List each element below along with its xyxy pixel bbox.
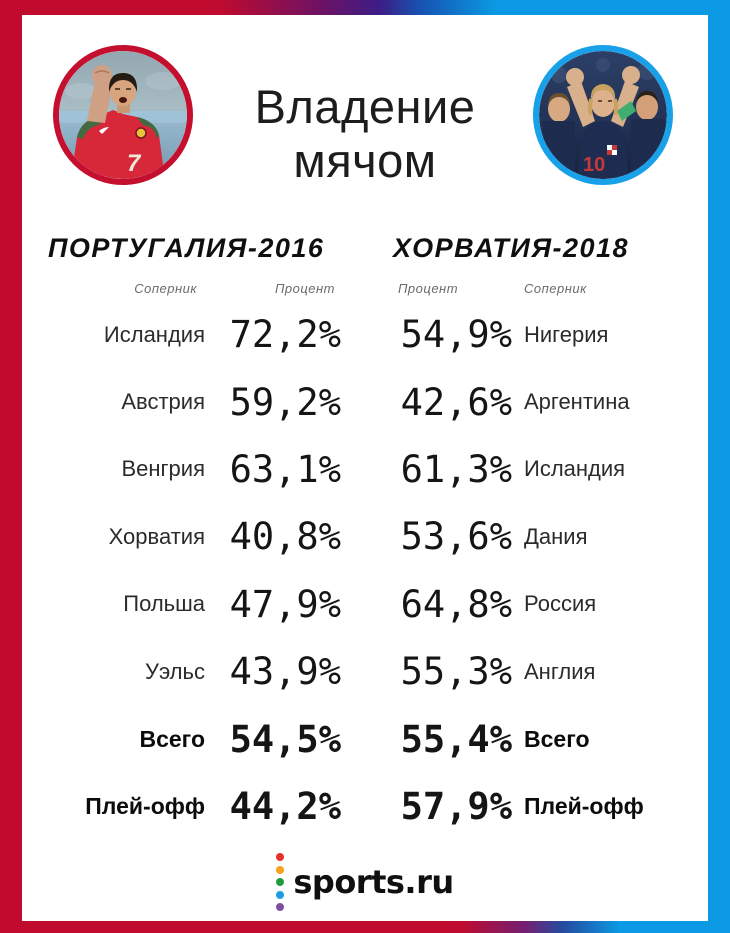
left-percent: 72,2% bbox=[229, 313, 341, 357]
logo-dot bbox=[276, 890, 285, 899]
right-opponent: Англия bbox=[524, 658, 596, 684]
svg-text:7: 7 bbox=[127, 150, 142, 177]
right-opponent: Плей-офф bbox=[524, 792, 644, 819]
table-row-playoff: Плей-офф 44,2% 57,9% Плей-офф bbox=[22, 773, 708, 840]
frame-bottom-gradient-bar bbox=[0, 921, 730, 933]
portugal-heading: ПОРТУГАЛИЯ-2016 bbox=[48, 233, 325, 263]
page-title: Владение мячом bbox=[165, 80, 565, 188]
right-opponent: Дания bbox=[524, 523, 588, 549]
table-row-total: Всего 54,5% 55,4% Всего bbox=[22, 705, 708, 772]
svg-text:10: 10 bbox=[583, 154, 605, 176]
page-title-line2: мячом bbox=[293, 134, 437, 187]
table-row: Польша 47,9% 64,8% Россия bbox=[22, 571, 708, 638]
logo-dot bbox=[276, 853, 285, 861]
left-percent-column-header: Процент bbox=[274, 281, 335, 296]
right-opponent: Россия bbox=[524, 591, 597, 617]
left-opponent-column-header: Соперник bbox=[134, 281, 197, 296]
logo-dots-icon bbox=[276, 853, 285, 911]
left-percent: 44,2% bbox=[229, 784, 341, 828]
portugal-player-illustration: 7 bbox=[59, 51, 187, 179]
right-percent: 54,9% bbox=[400, 313, 512, 357]
right-percent-column-header: Процент bbox=[398, 281, 459, 296]
frame-right-blue-bar bbox=[708, 14, 730, 922]
croatia-player-photo: 10 bbox=[533, 45, 673, 185]
right-percent: 55,3% bbox=[400, 650, 512, 694]
right-percent: 61,3% bbox=[400, 447, 512, 491]
right-opponent: Всего bbox=[524, 725, 590, 752]
left-opponent: Всего bbox=[139, 725, 205, 752]
logo-dot bbox=[276, 878, 285, 886]
logo-text: sports.ru bbox=[293, 863, 454, 901]
left-opponent: Польша bbox=[123, 591, 205, 617]
left-percent: 59,2% bbox=[229, 380, 341, 424]
table-subheader-row: Соперник Процент Процент Соперник bbox=[22, 276, 708, 301]
table-row: Исландия 72,2% 54,9% Нигерия bbox=[22, 301, 708, 368]
left-percent: 43,9% bbox=[229, 650, 341, 694]
left-opponent: Венгрия bbox=[121, 456, 205, 482]
possession-table: Соперник Процент Процент Соперник Исланд… bbox=[22, 276, 708, 840]
logo-dot bbox=[276, 903, 285, 911]
right-opponent: Нигерия bbox=[524, 321, 609, 347]
right-opponent-column-header: Соперник bbox=[524, 281, 587, 296]
table-row: Австрия 59,2% 42,6% Аргентина bbox=[22, 368, 708, 435]
frame-left-red-bar bbox=[0, 14, 22, 922]
table-row: Уэльс 43,9% 55,3% Англия bbox=[22, 638, 708, 705]
left-opponent: Плей-офф bbox=[85, 792, 205, 819]
left-opponent: Уэльс bbox=[144, 658, 205, 684]
table-row: Хорватия 40,8% 53,6% Дания bbox=[22, 503, 708, 570]
sports-ru-logo: sports.ru bbox=[0, 850, 730, 914]
right-percent: 42,6% bbox=[400, 380, 512, 424]
left-opponent: Австрия bbox=[121, 389, 205, 415]
left-percent: 40,8% bbox=[229, 515, 341, 559]
left-opponent: Исландия bbox=[103, 321, 205, 347]
croatia-heading: ХОРВАТИЯ-2018 bbox=[393, 233, 630, 263]
right-percent: 64,8% bbox=[400, 582, 512, 626]
portugal-player-photo: 7 bbox=[53, 45, 193, 185]
left-percent: 47,9% bbox=[229, 582, 341, 626]
right-percent: 55,4% bbox=[400, 717, 512, 761]
left-opponent: Хорватия bbox=[108, 523, 205, 549]
left-percent: 54,5% bbox=[229, 717, 341, 761]
frame-top-gradient-bar bbox=[0, 0, 730, 15]
right-percent: 57,9% bbox=[400, 784, 512, 828]
right-opponent: Исландия bbox=[524, 456, 626, 482]
page-title-line1: Владение bbox=[254, 80, 476, 133]
left-percent: 63,1% bbox=[229, 447, 341, 491]
logo-dot bbox=[276, 865, 285, 874]
table-row: Венгрия 63,1% 61,3% Исландия bbox=[22, 436, 708, 503]
croatia-player-illustration: 10 bbox=[539, 51, 667, 179]
right-opponent: Аргентина bbox=[524, 389, 630, 415]
right-percent: 53,6% bbox=[400, 515, 512, 559]
